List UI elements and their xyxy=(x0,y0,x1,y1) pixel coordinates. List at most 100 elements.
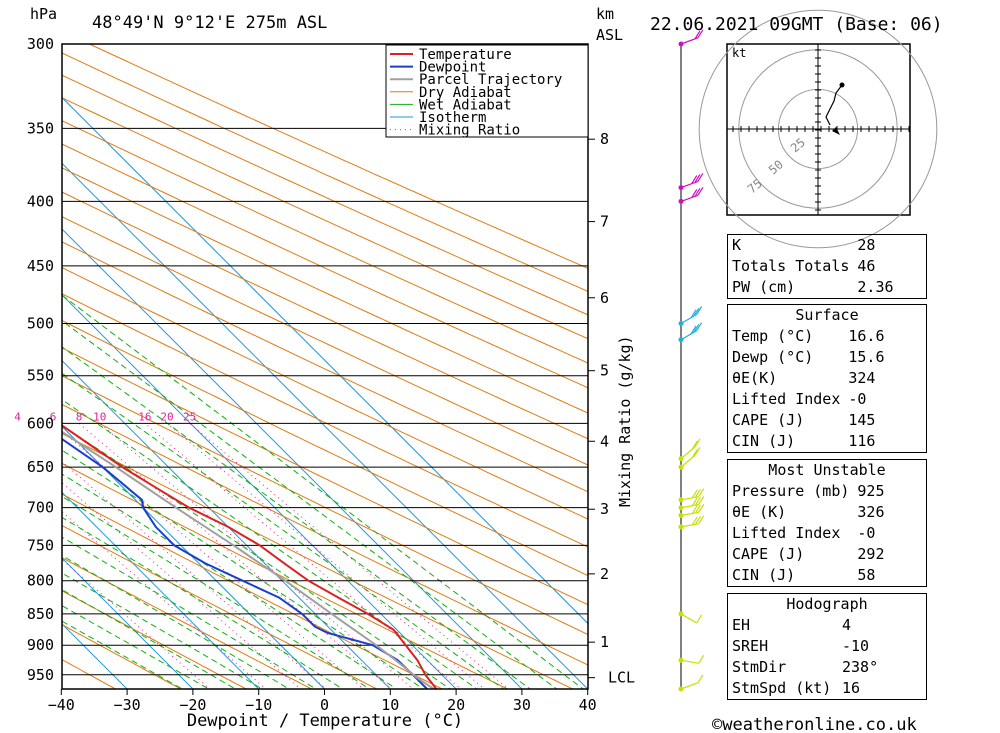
mixing-ratio-tick-label: 25 xyxy=(183,410,196,423)
hodograph-table: Hodograph EH 4 SREH -10 StmDir 238° StmSpd … xyxy=(727,593,927,700)
wind-barb-flag xyxy=(694,447,701,456)
mixing-ratio-tick-label: 20 xyxy=(160,410,173,423)
temperature-tick-label: 20 xyxy=(447,696,465,714)
wind-level-dot xyxy=(678,497,684,503)
wind-barb-flag xyxy=(693,307,700,317)
wind-barb-flag xyxy=(694,488,702,498)
dry-adiabat-line xyxy=(62,74,588,316)
wind-barb-flag xyxy=(694,515,702,525)
legend-label: Parcel Trajectory xyxy=(419,72,562,88)
mixing-ratio-tick-label: 8 xyxy=(76,410,83,423)
wind-barb-flag xyxy=(697,186,704,196)
wind-barb-flag xyxy=(694,438,701,448)
stmdir-label: StmDir xyxy=(732,658,787,676)
series-temperature xyxy=(62,424,438,689)
dry-adiabat-line xyxy=(62,191,588,440)
legend-label: Dry Adiabat xyxy=(419,85,512,101)
height-tick-label: 1 xyxy=(600,633,609,651)
table-row: θE (K) 326 xyxy=(728,502,927,523)
location-title: 48°49'N 9°12'E 275m ASL xyxy=(92,13,327,33)
hodograph-trace xyxy=(825,84,843,126)
temperature-axis: −40 −30 −20 −10 0 10 20 30 40 xyxy=(48,689,597,714)
mu-cin-value: 58 xyxy=(857,566,876,584)
wind-barb-flag xyxy=(696,306,703,315)
wet-adiabat-line xyxy=(62,516,344,689)
isotherm-line xyxy=(0,25,9,703)
mu-cin-label: CIN (J) xyxy=(732,566,796,584)
most-unstable-title: Most Unstable xyxy=(768,461,886,479)
table-row: θE(K) 324 xyxy=(728,368,927,389)
dry-adiabat-line xyxy=(62,590,248,689)
hodograph-unit-label: kt xyxy=(732,46,746,60)
mixing-ratio-axis-label: Mixing Ratio (g/kg) xyxy=(616,335,634,507)
height-tick-label: 4 xyxy=(600,432,609,450)
legend-label: Temperature xyxy=(419,47,512,63)
table-row: Lifted Index -0 xyxy=(728,389,927,410)
dry-adiabat-line xyxy=(88,44,588,269)
sreh-label: SREH xyxy=(732,637,769,655)
pressure-tick-label: 500 xyxy=(27,315,54,333)
wind-barb-flag xyxy=(694,30,701,40)
table-row: CAPE (J) 145 xyxy=(728,410,927,431)
surface-table: Surface Temp (°C) 16.6 Dewp (°C) 15.6 θE(K… xyxy=(727,304,927,453)
wind-barb xyxy=(680,613,697,624)
wind-barb-flag xyxy=(691,516,698,526)
mu-pressure-value: 925 xyxy=(857,482,885,500)
dry-adiabat-line xyxy=(62,143,588,389)
table-row: Lifted Index -0 xyxy=(728,523,927,544)
table-header: Hodograph xyxy=(728,594,927,616)
pressure-tick-label: 700 xyxy=(27,499,54,517)
dry-adiabat-line xyxy=(62,167,588,414)
pw-value: 2.36 xyxy=(857,278,894,296)
wet-adiabat-line xyxy=(62,449,425,689)
surface-cin-value: 116 xyxy=(848,432,876,450)
indices-table: K 28 Totals Totals 46 PW (cm) 2.36 xyxy=(727,234,927,299)
surface-thetae-value: 324 xyxy=(848,369,876,387)
wind-barb-flag xyxy=(691,440,698,450)
hodograph-endpoint xyxy=(839,82,845,88)
wind-barb xyxy=(680,682,699,690)
series-dewpoint xyxy=(62,437,428,689)
mixing-ratio-tick-label: 6 xyxy=(50,410,57,423)
height-tick-label: 6 xyxy=(600,289,609,307)
pressure-tick-label: 450 xyxy=(27,257,54,275)
stmdir-value: 238° xyxy=(842,658,879,676)
legend-label: Wet Adiabat xyxy=(419,97,512,113)
mixing-ratio-labels: 12346810162025 xyxy=(14,410,196,423)
isotherm-line xyxy=(62,96,588,625)
wet-adiabat-line xyxy=(62,294,585,689)
legend-box xyxy=(385,44,589,138)
totals-value: 46 xyxy=(857,257,876,275)
temperature-tick-label: −10 xyxy=(245,696,272,714)
pressure-tick-label: 300 xyxy=(27,35,54,53)
wet-adiabat-line xyxy=(62,495,371,689)
temperature-tick-label: −40 xyxy=(48,696,75,714)
wind-level-dot xyxy=(678,505,684,511)
wind-barb-flag xyxy=(697,674,704,684)
surface-li-value: -0 xyxy=(848,390,867,408)
pressure-unit-label: hPa xyxy=(30,5,57,23)
surface-dewp-label: Dewp (°C) xyxy=(732,348,814,366)
wind-barb-flag xyxy=(694,496,702,506)
wind-barb-flag xyxy=(697,29,704,39)
table-row: CAPE (J) 292 xyxy=(728,544,927,565)
legend-label: Mixing Ratio xyxy=(419,123,520,139)
wet-adiabat-line xyxy=(62,346,531,689)
wind-barb-flag xyxy=(698,515,705,525)
pressure-tick-label: 650 xyxy=(27,458,54,476)
eh-label: EH xyxy=(732,616,751,634)
wet-adiabat-line xyxy=(62,320,558,689)
dry-adiabat-line xyxy=(62,120,588,364)
surface-cin-label: CIN (J) xyxy=(732,432,796,450)
totals-label: Totals Totals xyxy=(732,257,850,275)
surface-title: Surface xyxy=(795,306,859,324)
legend-label: Isotherm xyxy=(419,110,486,126)
wet-adiabat-line xyxy=(62,620,184,689)
mixing-ratio-tick-label: 4 xyxy=(14,410,21,423)
legend-label: Dewpoint xyxy=(419,60,486,76)
height-tick-label: LCL xyxy=(608,669,635,687)
temperature-tick-label: 10 xyxy=(381,696,399,714)
dry-adiabat-line xyxy=(62,524,379,689)
